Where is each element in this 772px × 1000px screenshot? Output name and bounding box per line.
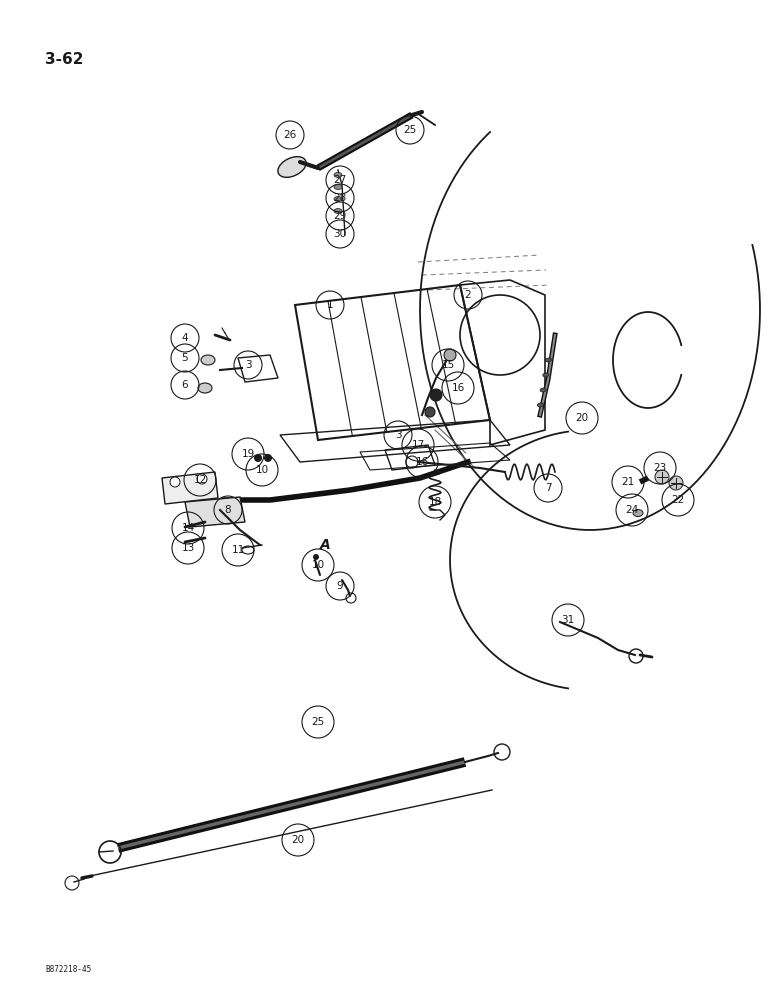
Text: 1: 1 bbox=[327, 300, 334, 310]
Ellipse shape bbox=[633, 510, 643, 516]
Circle shape bbox=[170, 477, 180, 487]
Circle shape bbox=[425, 407, 435, 417]
Text: 8: 8 bbox=[225, 505, 232, 515]
Text: 9: 9 bbox=[337, 581, 344, 591]
Text: 17: 17 bbox=[411, 440, 425, 450]
Text: 7: 7 bbox=[545, 483, 551, 493]
Text: 6: 6 bbox=[181, 380, 188, 390]
Text: 29: 29 bbox=[334, 211, 347, 221]
Text: 27: 27 bbox=[334, 175, 347, 185]
Circle shape bbox=[197, 474, 207, 484]
Circle shape bbox=[313, 554, 319, 560]
Text: 26: 26 bbox=[283, 130, 296, 140]
Text: 25: 25 bbox=[404, 125, 417, 135]
Text: 23: 23 bbox=[653, 463, 667, 473]
Ellipse shape bbox=[278, 157, 306, 177]
Circle shape bbox=[264, 454, 272, 462]
Text: 28: 28 bbox=[334, 193, 347, 203]
Ellipse shape bbox=[201, 355, 215, 365]
Text: 10: 10 bbox=[256, 465, 269, 475]
Text: 4: 4 bbox=[181, 333, 188, 343]
Text: B872218-45: B872218-45 bbox=[45, 965, 91, 974]
Text: 20: 20 bbox=[575, 413, 588, 423]
Text: 11: 11 bbox=[232, 545, 245, 555]
Ellipse shape bbox=[546, 358, 551, 362]
Ellipse shape bbox=[543, 373, 549, 377]
Circle shape bbox=[444, 349, 456, 361]
Text: 25: 25 bbox=[311, 717, 324, 727]
Polygon shape bbox=[185, 497, 245, 527]
Text: A: A bbox=[320, 538, 330, 552]
Text: 2: 2 bbox=[465, 290, 472, 300]
Circle shape bbox=[669, 476, 683, 490]
Ellipse shape bbox=[334, 184, 342, 190]
Text: 3: 3 bbox=[245, 360, 252, 370]
Text: 16: 16 bbox=[415, 457, 428, 467]
Text: 14: 14 bbox=[181, 523, 195, 533]
Polygon shape bbox=[162, 472, 218, 504]
Circle shape bbox=[655, 470, 669, 484]
Circle shape bbox=[254, 454, 262, 462]
Ellipse shape bbox=[540, 388, 546, 392]
Text: 15: 15 bbox=[442, 360, 455, 370]
Circle shape bbox=[430, 389, 442, 401]
Text: 31: 31 bbox=[561, 615, 574, 625]
Text: 21: 21 bbox=[621, 477, 635, 487]
Text: 18: 18 bbox=[428, 497, 442, 507]
Ellipse shape bbox=[334, 172, 342, 178]
Ellipse shape bbox=[198, 383, 212, 393]
Text: 10: 10 bbox=[311, 560, 324, 570]
Text: 12: 12 bbox=[193, 475, 207, 485]
Text: 30: 30 bbox=[334, 229, 347, 239]
Text: 19: 19 bbox=[242, 449, 255, 459]
Ellipse shape bbox=[537, 403, 543, 407]
Ellipse shape bbox=[334, 209, 342, 214]
Text: 24: 24 bbox=[625, 505, 638, 515]
Text: 22: 22 bbox=[672, 495, 685, 505]
Text: 3: 3 bbox=[394, 430, 401, 440]
Ellipse shape bbox=[334, 196, 342, 202]
Text: 20: 20 bbox=[292, 835, 305, 845]
Text: 13: 13 bbox=[181, 543, 195, 553]
Text: 16: 16 bbox=[452, 383, 465, 393]
Text: 5: 5 bbox=[181, 353, 188, 363]
Text: 3-62: 3-62 bbox=[45, 52, 83, 67]
